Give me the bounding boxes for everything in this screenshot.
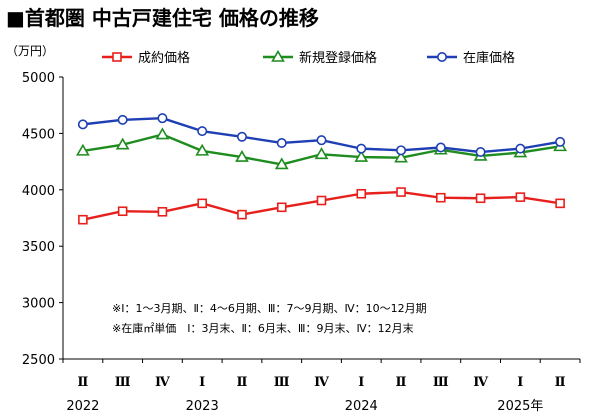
data-point bbox=[396, 145, 407, 156]
x-tick-label: Ⅱ bbox=[396, 375, 407, 390]
x-year-label: 2023 bbox=[186, 399, 219, 414]
data-point bbox=[475, 193, 486, 204]
x-tick-label: Ⅱ bbox=[77, 375, 88, 390]
x-tick-label: Ⅳ bbox=[155, 375, 170, 390]
note-stock-definition: ※在庫㎡単価 Ⅰ：3月末、Ⅱ：6月末、Ⅲ：9月末、Ⅳ：12月末 bbox=[112, 321, 414, 335]
x-tick-label: Ⅲ bbox=[115, 375, 131, 390]
data-point bbox=[195, 143, 210, 156]
x-tick-label: Ⅲ bbox=[433, 375, 449, 390]
legend-label: 新規登録価格 bbox=[299, 50, 377, 66]
x-year-label: 2022 bbox=[66, 399, 99, 414]
data-point bbox=[115, 137, 130, 150]
legend-swatch-marker bbox=[112, 52, 122, 62]
data-point bbox=[197, 126, 208, 137]
data-point bbox=[78, 214, 88, 225]
data-point bbox=[515, 143, 526, 154]
y-tick-label: 4500 bbox=[22, 127, 55, 142]
y-tick-label: 3000 bbox=[22, 297, 55, 312]
note-quarter-definition: ※Ⅰ：1～3月期、Ⅱ：4～6月期、Ⅲ：7～9月期、Ⅳ：10～12月期 bbox=[112, 302, 427, 315]
data-point bbox=[316, 135, 327, 146]
series-line bbox=[82, 116, 561, 154]
annotations: ※Ⅰ：1～3月期、Ⅱ：4～6月期、Ⅲ：7～9月期、Ⅳ：10～12月期 ※在庫㎡単… bbox=[112, 302, 427, 335]
x-tick-label: Ⅱ bbox=[236, 375, 247, 390]
legend-swatch-marker bbox=[271, 49, 285, 62]
data-point bbox=[394, 150, 408, 163]
data-point bbox=[435, 142, 446, 153]
legend-label: 成約価格 bbox=[138, 50, 190, 66]
legend-swatch-marker bbox=[436, 51, 447, 62]
data-point bbox=[77, 119, 88, 130]
legend: 成約価格 新規登録価格 在庫価格 bbox=[102, 49, 515, 66]
y-tick-label: 2500 bbox=[22, 353, 55, 368]
series-1 bbox=[75, 127, 568, 170]
legend-label: 在庫価格 bbox=[463, 50, 515, 66]
legend-item: 在庫価格 bbox=[427, 50, 515, 66]
data-point bbox=[555, 136, 566, 147]
data-point bbox=[157, 113, 168, 124]
chart-title: ■首都圏 中古戸建住宅 価格の推移 bbox=[6, 6, 319, 30]
data-point bbox=[237, 209, 247, 220]
legend-item: 成約価格 bbox=[102, 50, 190, 66]
data-point bbox=[155, 127, 170, 140]
y-tick-label: 5000 bbox=[22, 71, 55, 86]
data-point bbox=[117, 206, 128, 217]
data-point bbox=[276, 137, 287, 148]
data-point bbox=[515, 192, 526, 202]
data-point bbox=[316, 195, 327, 206]
data-point bbox=[157, 206, 168, 217]
x-tick-label: Ⅳ bbox=[473, 375, 488, 390]
data-point bbox=[75, 143, 90, 156]
data-point bbox=[276, 202, 287, 213]
x-tick-label: Ⅰ bbox=[358, 375, 364, 390]
x-year-label: 2024 bbox=[345, 399, 378, 414]
data-point bbox=[356, 188, 367, 199]
x-tick-label: Ⅰ bbox=[199, 375, 205, 390]
data-point bbox=[197, 198, 207, 209]
x-year-label: 2025年 bbox=[497, 399, 543, 414]
data-point bbox=[555, 198, 565, 209]
y-tick-label: 4000 bbox=[22, 184, 55, 199]
data-point bbox=[235, 149, 249, 162]
data-point bbox=[436, 192, 446, 203]
series-0 bbox=[78, 187, 565, 225]
legend-item: 新規登録価格 bbox=[263, 49, 377, 66]
series-layer bbox=[75, 113, 568, 225]
y-axis-unit: （万円） bbox=[6, 44, 54, 58]
x-tick-label: Ⅱ bbox=[555, 375, 566, 390]
y-tick-label: 3500 bbox=[22, 240, 55, 255]
data-point bbox=[475, 147, 486, 158]
axes: 2500 3000 3500 4000 4500 5000 Ⅱ Ⅲ Ⅳ Ⅰ Ⅱ Ⅲ Ⅳ Ⅰ Ⅱ Ⅲ Ⅳ Ⅰ Ⅱ 202… bbox=[22, 71, 581, 414]
data-point bbox=[396, 187, 406, 197]
data-point bbox=[117, 114, 128, 125]
data-point bbox=[274, 157, 289, 170]
data-point bbox=[354, 149, 369, 162]
data-point bbox=[236, 131, 247, 142]
x-tick-label: Ⅲ bbox=[274, 375, 290, 390]
x-tick-label: Ⅳ bbox=[314, 375, 329, 390]
data-point bbox=[314, 147, 329, 160]
x-tick-label: Ⅰ bbox=[517, 375, 523, 390]
series-2 bbox=[77, 113, 566, 158]
data-point bbox=[356, 143, 367, 154]
